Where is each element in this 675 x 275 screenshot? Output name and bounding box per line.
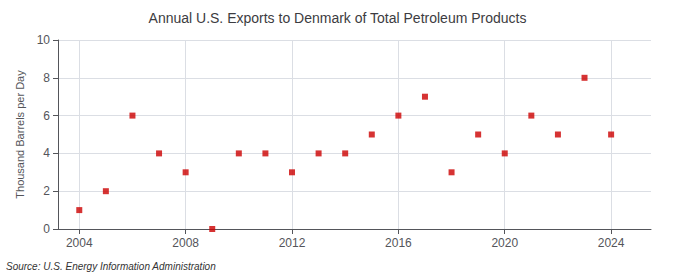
svg-text:Annual U.S. Exports to Denmark: Annual U.S. Exports to Denmark of Total …: [149, 10, 527, 26]
svg-text:2016: 2016: [385, 236, 412, 250]
svg-text:4: 4: [43, 146, 50, 160]
svg-text:2008: 2008: [172, 236, 199, 250]
svg-text:2: 2: [43, 184, 50, 198]
svg-text:0: 0: [43, 222, 50, 236]
svg-text:2004: 2004: [66, 236, 93, 250]
svg-text:Thousand Barrels per Day: Thousand Barrels per Day: [14, 70, 26, 199]
svg-text:2020: 2020: [491, 236, 518, 250]
svg-text:2024: 2024: [598, 236, 625, 250]
svg-text:Source: U.S. Energy Informatio: Source: U.S. Energy Information Administ…: [6, 261, 216, 272]
svg-text:2012: 2012: [279, 236, 306, 250]
svg-text:6: 6: [43, 109, 50, 123]
svg-text:8: 8: [43, 71, 50, 85]
svg-text:10: 10: [37, 33, 51, 47]
